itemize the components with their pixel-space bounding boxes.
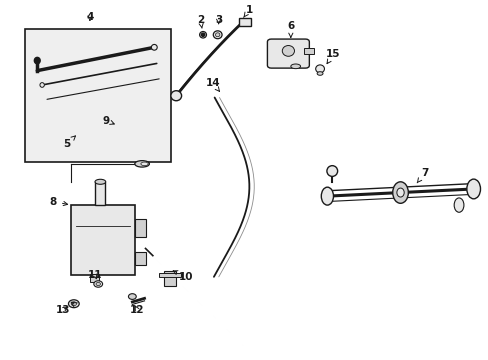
Bar — [238, 18, 250, 26]
Bar — [71, 205, 135, 275]
Ellipse shape — [94, 281, 102, 287]
Ellipse shape — [326, 166, 337, 176]
Bar — [95, 182, 105, 205]
Bar — [90, 274, 99, 282]
Text: 3: 3 — [215, 15, 222, 26]
FancyBboxPatch shape — [267, 39, 309, 68]
Bar — [304, 48, 314, 54]
Ellipse shape — [141, 162, 148, 166]
Bar — [159, 273, 181, 277]
Text: 11: 11 — [87, 270, 102, 280]
Ellipse shape — [321, 187, 333, 205]
Bar — [163, 271, 176, 286]
Ellipse shape — [315, 65, 324, 73]
Ellipse shape — [128, 294, 136, 300]
Ellipse shape — [290, 64, 300, 69]
Text: 9: 9 — [103, 116, 114, 126]
Text: 4: 4 — [86, 12, 93, 22]
Ellipse shape — [453, 198, 463, 212]
Text: 7: 7 — [416, 168, 427, 183]
Ellipse shape — [34, 57, 40, 64]
Text: 14: 14 — [205, 78, 220, 91]
Text: 1: 1 — [243, 5, 252, 17]
Ellipse shape — [282, 45, 294, 56]
Ellipse shape — [392, 182, 407, 203]
Text: 12: 12 — [130, 305, 144, 315]
Ellipse shape — [317, 72, 323, 75]
Text: 13: 13 — [56, 305, 70, 315]
Ellipse shape — [213, 31, 222, 39]
Ellipse shape — [396, 188, 404, 197]
Text: 5: 5 — [63, 136, 75, 149]
Ellipse shape — [96, 282, 100, 285]
Text: 8: 8 — [50, 197, 67, 207]
Ellipse shape — [170, 91, 181, 101]
Ellipse shape — [68, 300, 79, 308]
Bar — [135, 252, 145, 265]
Bar — [25, 30, 171, 162]
Ellipse shape — [151, 44, 157, 50]
Ellipse shape — [40, 83, 44, 87]
Ellipse shape — [135, 161, 149, 167]
Text: 2: 2 — [197, 15, 204, 28]
Ellipse shape — [466, 179, 480, 199]
Ellipse shape — [201, 33, 204, 36]
Text: 15: 15 — [325, 49, 340, 64]
Text: 6: 6 — [286, 21, 294, 37]
Ellipse shape — [215, 33, 220, 37]
Ellipse shape — [71, 302, 76, 306]
Text: 10: 10 — [173, 271, 193, 282]
Ellipse shape — [95, 179, 105, 184]
Bar — [135, 219, 145, 237]
Ellipse shape — [199, 32, 206, 38]
